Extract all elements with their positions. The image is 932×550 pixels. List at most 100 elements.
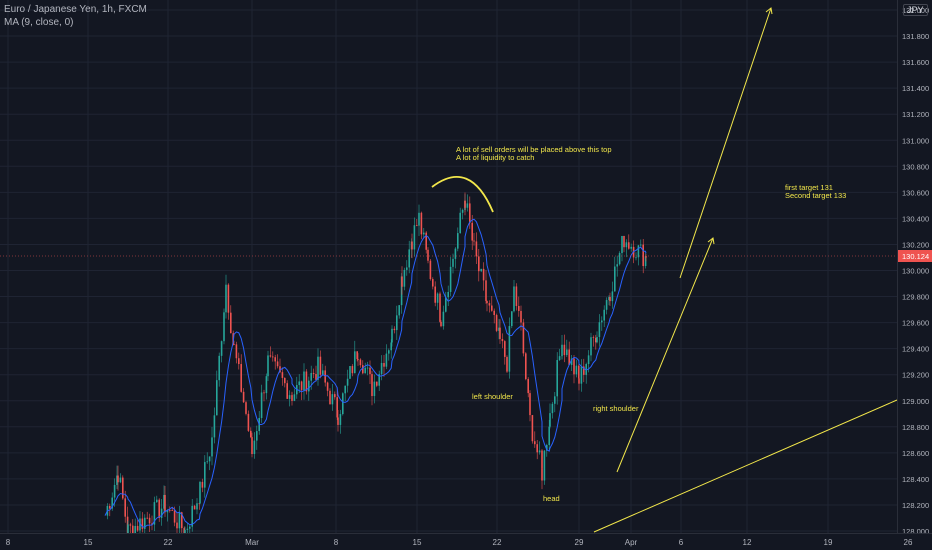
candle-body <box>346 378 349 386</box>
candle-body <box>618 253 621 265</box>
candle-body <box>193 505 196 510</box>
candle-body <box>272 356 274 358</box>
candle-body <box>240 364 242 392</box>
candle-body <box>556 360 558 397</box>
candle-body <box>605 300 608 310</box>
price-tick-label: 130.200 <box>902 240 929 249</box>
candle-body <box>478 256 480 272</box>
price-tick-label: 128.600 <box>902 449 929 458</box>
candle-body <box>331 394 334 405</box>
candle-body <box>566 349 568 356</box>
candle-body <box>376 381 378 386</box>
candle-body <box>536 444 538 453</box>
candle-body <box>442 311 445 327</box>
candle-body <box>452 258 454 267</box>
candle-body <box>432 279 434 287</box>
chart-grid <box>0 0 897 533</box>
candle-body <box>251 437 253 455</box>
candle-body <box>491 305 493 311</box>
candle-body <box>211 437 213 457</box>
price-tick-label: 128.000 <box>902 527 929 536</box>
candle-body <box>475 241 478 257</box>
candle-body <box>561 344 563 354</box>
candle-body <box>580 366 583 384</box>
candle-body <box>308 380 310 392</box>
candle-body <box>628 242 630 249</box>
candle-body <box>486 301 488 304</box>
candle-body <box>423 232 425 235</box>
candle-body <box>522 322 525 354</box>
candle-body <box>482 268 485 281</box>
candle-body <box>310 372 312 381</box>
price-tick-label: 128.200 <box>902 501 929 510</box>
candle-body <box>253 440 256 455</box>
candle-body <box>515 286 518 306</box>
time-axis-background[interactable] <box>0 533 932 550</box>
candle-body <box>113 484 116 498</box>
candle-body <box>578 378 580 384</box>
candle-body <box>538 450 541 453</box>
candle-body <box>245 402 247 414</box>
current-price-label: 130.124 <box>902 252 929 261</box>
candle-body <box>141 518 144 529</box>
candle-body <box>401 276 403 287</box>
time-tick-label: 22 <box>493 538 502 547</box>
candle-body <box>469 203 471 223</box>
candle-body <box>568 349 570 365</box>
candle-body <box>111 497 113 509</box>
candle-body <box>199 481 201 504</box>
candle-body <box>160 508 163 518</box>
price-tick-label: 132.000 <box>902 6 929 15</box>
candle-body <box>116 475 118 485</box>
candle-body <box>181 512 183 529</box>
candle-body <box>563 344 566 356</box>
candle-body <box>499 327 501 339</box>
currency-badge[interactable]: JPY <box>903 4 928 16</box>
candle-body <box>206 461 208 463</box>
candle-body <box>501 338 504 342</box>
candle-body <box>334 394 336 398</box>
first-target-note: first target 131 <box>785 183 833 192</box>
price-axis-background[interactable] <box>898 0 932 533</box>
time-tick-label: 29 <box>575 538 584 547</box>
moving-average-legend[interactable]: MA (9, close, 0) <box>4 17 74 28</box>
moving-average-line <box>104 218 647 528</box>
candle-body <box>250 430 252 438</box>
candle-body <box>119 477 122 483</box>
candle-body <box>508 326 511 372</box>
candle-body <box>621 235 623 254</box>
candle-body <box>201 481 204 488</box>
candle-body <box>427 249 429 261</box>
candle-body <box>281 372 284 378</box>
candle-body <box>447 291 449 298</box>
price-tick-label: 131.800 <box>902 32 929 41</box>
candle-body <box>518 305 520 311</box>
candle-body <box>204 462 206 488</box>
candle-body <box>493 310 495 315</box>
candle-body <box>466 203 469 208</box>
candle-body <box>288 395 291 399</box>
candle-body <box>558 356 561 361</box>
candle-body <box>223 312 225 342</box>
candle-body <box>322 370 324 375</box>
candle-body <box>362 365 364 374</box>
candle-body <box>267 355 269 377</box>
candle-body <box>369 367 371 375</box>
candle-body <box>449 266 452 292</box>
candle-body <box>439 293 441 322</box>
candle-body <box>189 526 191 529</box>
symbol-legend[interactable]: Euro / Japanese Yen, 1h, FXCM <box>4 4 147 15</box>
price-tick-label: 128.400 <box>902 475 929 484</box>
candle-body <box>144 517 146 529</box>
candle-body <box>498 327 500 331</box>
candle-body <box>359 359 362 366</box>
candle-body <box>220 341 223 356</box>
candle-body <box>625 242 628 248</box>
candle-body <box>513 286 515 312</box>
candle-body <box>485 280 487 302</box>
support-trendline <box>593 399 898 533</box>
candlestick-series <box>106 192 647 546</box>
candle-body <box>364 367 366 374</box>
